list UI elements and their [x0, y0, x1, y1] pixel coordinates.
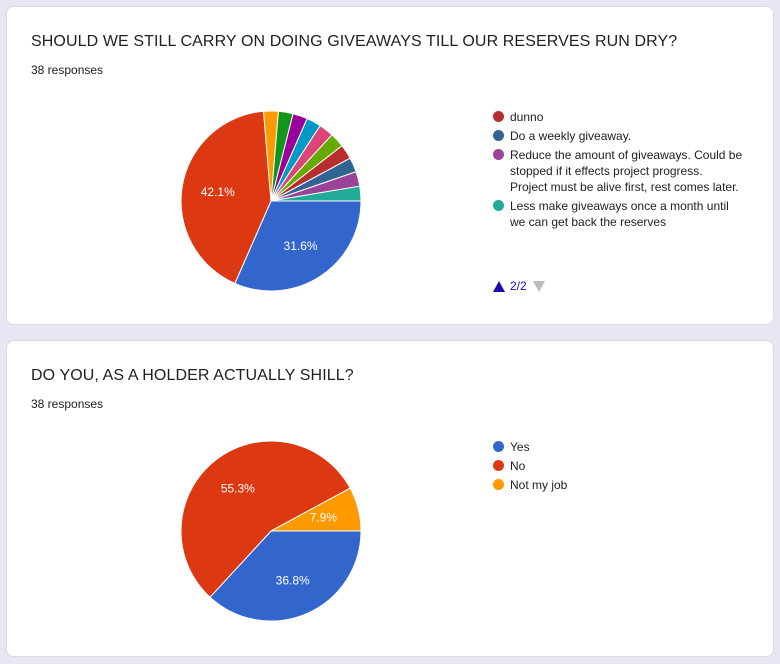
legend-pager: 2/2: [493, 279, 545, 293]
pie-slice[interactable]: [209, 530, 362, 622]
legend-item-weekly[interactable]: Do a weekly giveaway.: [493, 128, 743, 144]
legend-item-yes[interactable]: Yes: [493, 439, 743, 455]
pie-slice[interactable]: [270, 185, 362, 202]
pie-slice[interactable]: [180, 110, 272, 285]
legend-item-not-my-job[interactable]: Not my job: [493, 477, 743, 493]
legend-item-dunno[interactable]: dunno: [493, 109, 743, 125]
slice-label: 7.9%: [310, 511, 338, 525]
question-title: SHOULD WE STILL CARRY ON DOING GIVEAWAYS…: [31, 33, 678, 50]
slice-label: 31.6%: [284, 239, 318, 253]
question-card-giveaways: SHOULD WE STILL CARRY ON DOING GIVEAWAYS…: [6, 6, 774, 325]
slice-label: 36.8%: [276, 573, 310, 587]
legend-label: Do a weekly giveaway.: [510, 129, 632, 143]
legend-label: Not my job: [510, 478, 568, 492]
pie-slice[interactable]: [270, 487, 362, 532]
slice-label: 55.3%: [221, 481, 255, 495]
legend-swatch: [493, 149, 504, 160]
response-count: 38 responses: [31, 63, 104, 77]
pie-chart-giveaways[interactable]: 31.6% 42.1%: [7, 7, 773, 324]
legend-label: Yes: [510, 440, 530, 454]
pager-count: 2/2: [510, 279, 527, 293]
legend-label: dunno: [510, 110, 544, 124]
legend-item-monthly[interactable]: Less make giveaways once a month until w…: [493, 198, 743, 230]
question-card-shill: DO YOU, AS A HOLDER ACTUALLY SHILL? 38 r…: [6, 340, 774, 657]
pie-slice[interactable]: [180, 440, 351, 598]
pager-down-icon[interactable]: [532, 280, 545, 292]
legend-swatch: [493, 479, 504, 490]
response-count: 38 responses: [31, 397, 104, 411]
legend: Yes No Not my job: [493, 439, 743, 496]
legend-swatch: [493, 460, 504, 471]
legend-item-no[interactable]: No: [493, 458, 743, 474]
pie-chart-shill[interactable]: 36.8% 55.3% 7.9%: [7, 341, 773, 656]
question-title: DO YOU, AS A HOLDER ACTUALLY SHILL?: [31, 367, 354, 384]
slice-label: 42.1%: [201, 185, 235, 199]
legend-swatch: [493, 130, 504, 141]
legend-swatch: [493, 441, 504, 452]
legend-swatch: [493, 111, 504, 122]
legend-label: Less make giveaways once a month until w…: [510, 199, 729, 229]
pie-slice[interactable]: [234, 200, 362, 292]
legend-swatch: [493, 200, 504, 211]
legend-label: Reduce the amount of giveaways. Could be…: [510, 148, 743, 194]
legend: dunno Do a weekly giveaway. Reduce the a…: [493, 109, 743, 233]
legend-label: No: [510, 459, 526, 473]
legend-item-reduce[interactable]: Reduce the amount of giveaways. Could be…: [493, 147, 743, 195]
pager-up-icon[interactable]: [493, 280, 505, 292]
